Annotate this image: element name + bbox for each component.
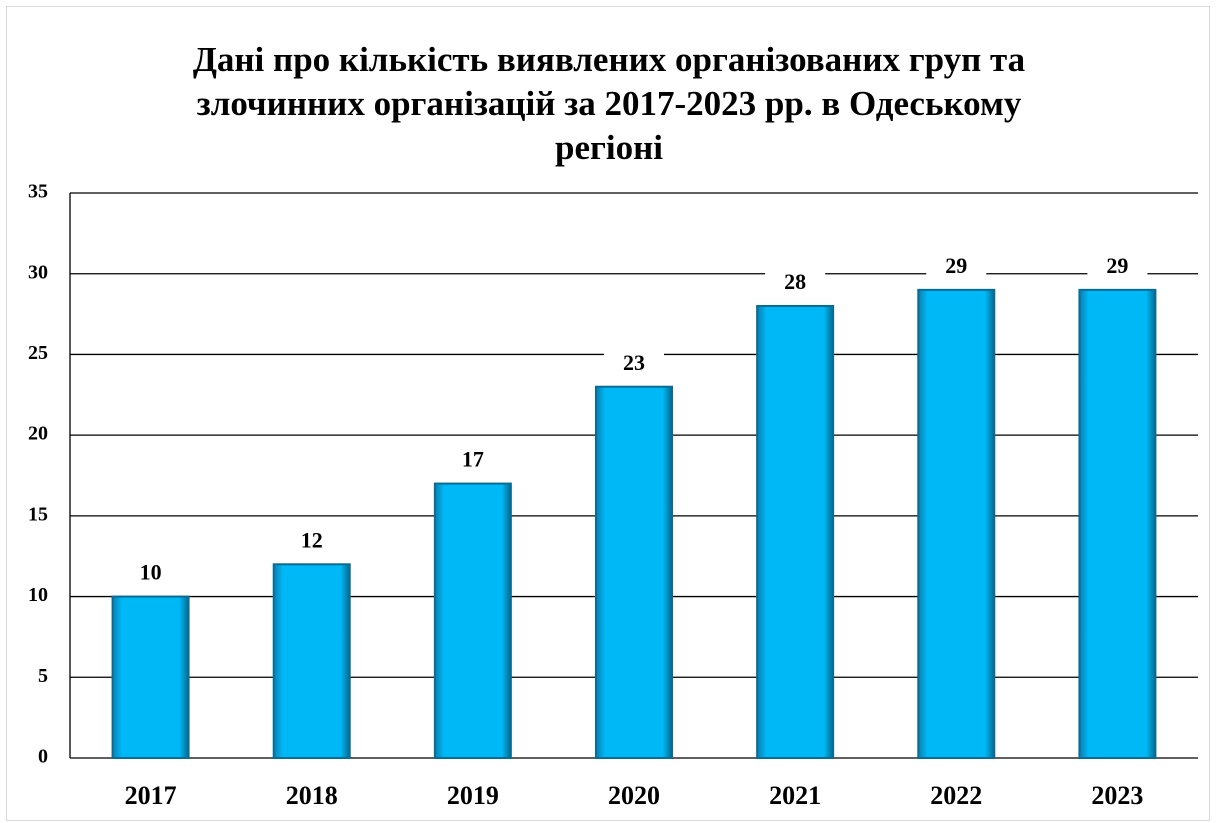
value-label: 10 [140, 560, 162, 585]
x-tick-label: 2017 [125, 781, 177, 810]
label-bg [926, 255, 987, 282]
x-tick-label: 2022 [930, 781, 982, 810]
x-tick-label: 2023 [1091, 781, 1143, 810]
value-label: 29 [945, 253, 967, 278]
label-bg [281, 530, 342, 557]
chart-title: Дані про кількість виявлених організован… [192, 40, 1026, 167]
label-bg [120, 562, 181, 589]
label-bg [604, 352, 664, 379]
bar [917, 288, 996, 759]
x-tick-label: 2018 [286, 781, 338, 810]
bar [111, 595, 190, 759]
bar [595, 385, 673, 759]
y-tick-label: 25 [28, 342, 48, 364]
y-tick-label: 30 [28, 261, 48, 283]
value-label: 28 [784, 269, 806, 294]
bar [1078, 288, 1157, 759]
bar [272, 563, 351, 759]
x-tick-label: 2020 [608, 781, 660, 810]
y-tick-label: 15 [28, 503, 48, 525]
value-label: 29 [1106, 253, 1128, 278]
y-tick-label: 35 [28, 181, 48, 203]
bar [433, 482, 512, 759]
label-bg [442, 449, 503, 476]
bar [756, 305, 835, 759]
chart-frame [6, 6, 1210, 821]
value-label: 17 [462, 447, 484, 472]
y-tick-label: 10 [28, 584, 48, 606]
value-label: 23 [623, 350, 645, 375]
label-bg [1087, 255, 1148, 282]
x-tick-label: 2021 [769, 781, 821, 810]
x-tick-label: 2019 [447, 781, 499, 810]
y-tick-label: 20 [28, 423, 48, 445]
label-bg [765, 272, 826, 298]
y-tick-label: 5 [38, 665, 48, 687]
y-tick-label: 0 [38, 746, 48, 768]
value-label: 12 [301, 527, 323, 552]
